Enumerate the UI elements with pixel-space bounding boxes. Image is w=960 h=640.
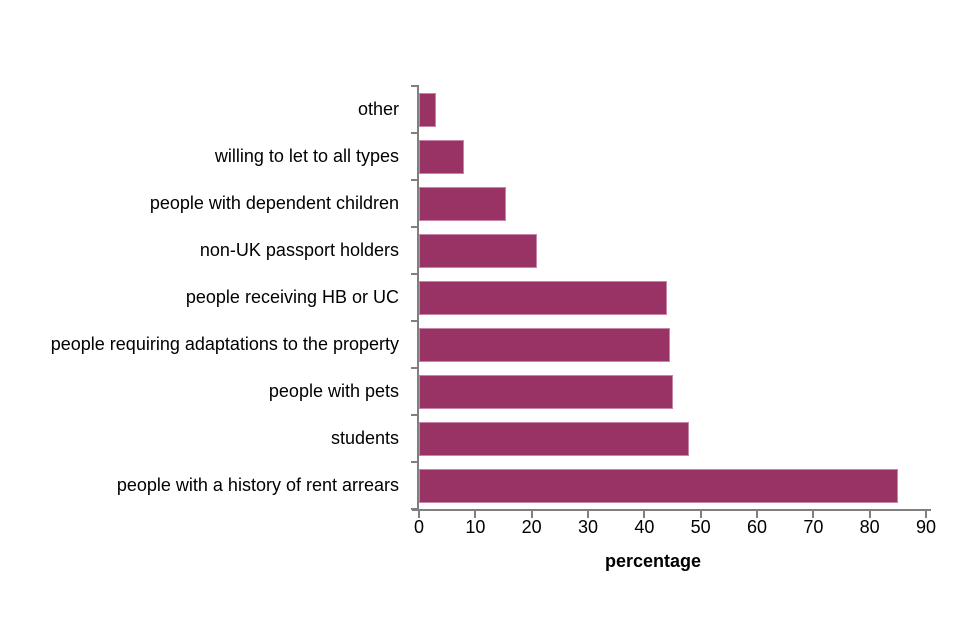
bar bbox=[419, 233, 537, 268]
x-axis-tick-label: 50 bbox=[690, 517, 711, 537]
x-axis-tick-label: 20 bbox=[521, 517, 542, 537]
x-axis-tick bbox=[530, 511, 533, 518]
bar bbox=[419, 92, 436, 127]
y-axis-tick bbox=[411, 414, 419, 416]
category-label: people with dependent children bbox=[149, 192, 399, 213]
x-axis-tick bbox=[418, 511, 420, 518]
y-axis-tick bbox=[411, 273, 419, 275]
x-axis-tick-label: 40 bbox=[634, 517, 655, 537]
bar bbox=[419, 327, 670, 362]
bar bbox=[419, 468, 898, 503]
y-axis-tick bbox=[411, 179, 419, 181]
y-axis-tick bbox=[411, 461, 419, 463]
x-axis-tick bbox=[868, 511, 871, 518]
x-axis-tick-label: 30 bbox=[577, 517, 599, 537]
x-axis-tick-label: 10 bbox=[465, 517, 486, 537]
y-axis-tick bbox=[411, 132, 419, 134]
x-axis-tick bbox=[699, 511, 702, 518]
x-axis-tick-label: 0 bbox=[413, 517, 424, 537]
y-axis-tick bbox=[411, 85, 419, 87]
bar bbox=[419, 421, 689, 456]
x-axis-tick-label: 90 bbox=[915, 517, 937, 537]
x-axis-tick-label: 80 bbox=[859, 517, 880, 537]
y-axis-line bbox=[417, 86, 419, 511]
category-label: people receiving HB or UC bbox=[185, 286, 399, 307]
x-axis-tick bbox=[925, 511, 927, 518]
category-label: people requiring adaptations to the prop… bbox=[50, 333, 399, 354]
category-label: students bbox=[330, 427, 399, 448]
x-axis-tick bbox=[756, 511, 758, 518]
x-axis-tick-label: 60 bbox=[746, 517, 768, 537]
bar bbox=[419, 280, 667, 315]
x-axis-tick bbox=[587, 511, 589, 518]
y-axis-tick bbox=[411, 226, 419, 228]
x-axis-tick bbox=[474, 511, 477, 518]
category-label: willing to let to all types bbox=[214, 145, 399, 166]
category-label: people with a history of rent arrears bbox=[116, 474, 399, 495]
category-label: other bbox=[357, 98, 399, 119]
x-axis-tick bbox=[812, 511, 815, 518]
bar bbox=[419, 374, 673, 409]
bar bbox=[419, 186, 506, 221]
bar bbox=[419, 139, 464, 174]
y-axis-tick bbox=[411, 367, 419, 369]
y-axis-tick bbox=[411, 320, 419, 322]
category-label: non-UK passport holders bbox=[199, 239, 399, 260]
x-axis-line bbox=[412, 509, 931, 511]
x-axis-tick-label: 70 bbox=[803, 517, 824, 537]
x-axis-title: percentage bbox=[604, 551, 702, 571]
x-axis-tick bbox=[643, 511, 646, 518]
category-label: people with pets bbox=[268, 380, 399, 401]
